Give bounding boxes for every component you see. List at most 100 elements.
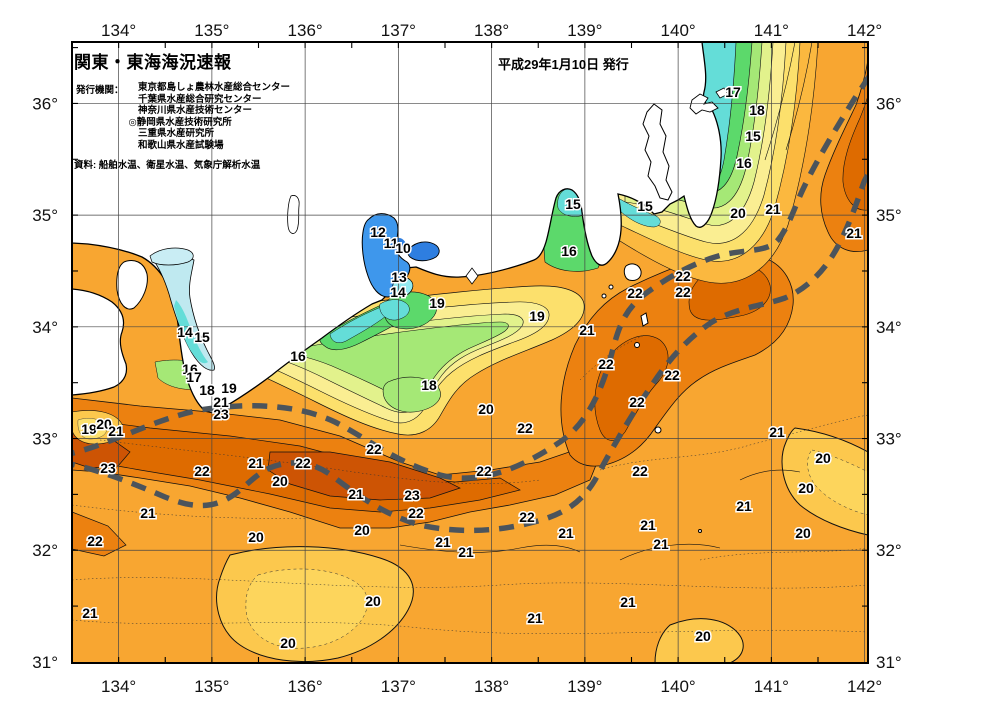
longitude-label-bottom: 134°	[101, 677, 136, 696]
mikawa-bay	[407, 241, 440, 262]
temp-label: 20	[815, 450, 831, 466]
temp-label: 20	[695, 628, 711, 644]
temp-label: 15	[565, 196, 581, 212]
temp-label: 21	[527, 610, 543, 626]
temp-label: 21	[653, 536, 669, 552]
agency-item: 千葉県水産総合研究センター	[138, 93, 262, 105]
offshore-cold-tongue-17	[382, 376, 441, 413]
longitude-label-bottom: 136°	[288, 677, 323, 696]
warm-band-20-southeast	[654, 618, 744, 663]
temp-label: 11	[384, 235, 399, 251]
temp-label: 21	[248, 455, 264, 471]
temp-label: 16	[290, 348, 306, 364]
temp-label: 15	[194, 329, 210, 345]
lake-biwa	[287, 195, 300, 234]
izu-islands	[601, 263, 702, 533]
temp-label: 22	[675, 284, 691, 300]
kozu-island	[634, 342, 640, 348]
awaji-island	[116, 260, 148, 310]
temp-label: 20	[354, 522, 370, 538]
temp-label: 22	[632, 463, 648, 479]
latitude-label-right: 35°	[876, 206, 902, 225]
warm-band-19-east	[807, 449, 868, 516]
oshima-island	[623, 263, 642, 281]
latitude-label-right: 33°	[876, 430, 902, 449]
temp-label: 22	[598, 356, 614, 372]
agency-item: 和歌山県水産試験場	[138, 139, 224, 151]
temp-label: 22	[87, 533, 103, 549]
longitude-label-top: 136°	[288, 21, 323, 40]
temp-label: 22	[295, 455, 311, 471]
temp-label: 20	[798, 480, 814, 496]
latitude-label-right: 34°	[876, 318, 902, 337]
temp-label: 20	[730, 205, 746, 221]
lake-hamana	[465, 267, 479, 285]
temp-label: 19	[429, 295, 445, 311]
temp-label: 21	[348, 486, 364, 502]
temp-label: 15	[637, 198, 653, 214]
frame-ticks	[72, 42, 868, 663]
temp-label: 21	[846, 225, 862, 241]
temp-label: 22	[519, 509, 535, 525]
temp-label: 16	[561, 243, 577, 259]
longitude-label-top: 138°	[474, 21, 509, 40]
temp-label: 19	[81, 421, 97, 437]
land-shikoku	[72, 288, 128, 396]
mikura-island	[654, 426, 662, 434]
temp-label: 20	[795, 525, 811, 541]
temp-label: 16	[182, 361, 198, 377]
ise-mouth-cyan	[379, 299, 410, 321]
longitude-label-bottom: 140°	[661, 677, 696, 696]
temp-label: 22	[366, 441, 382, 457]
temp-label: 20	[280, 635, 296, 651]
temp-label: 21	[213, 394, 229, 410]
lake-kasumigaura	[689, 93, 719, 115]
temp-label: 20	[272, 473, 288, 489]
longitude-label-top: 134°	[101, 21, 136, 40]
source-note: 資料: 船舶水温、衛星水温、気象庁解析水温	[74, 160, 261, 171]
temp-label: 12	[370, 224, 386, 240]
agency-item: 神奈川県水産技術センター	[138, 105, 253, 117]
temp-label: 20	[365, 593, 381, 609]
temp-label: 23	[100, 460, 116, 476]
temp-label: 21	[435, 534, 451, 550]
ise-mouth-channel	[392, 277, 414, 298]
temp-label: 21	[769, 424, 785, 440]
axis-labels: 134° 134° 135° 135° 136° 136° 137° 137° 138° 138°…	[32, 21, 901, 696]
temp-label: 21	[765, 201, 781, 217]
longitude-label-top: 139°	[567, 21, 602, 40]
temp-label: 22	[194, 463, 210, 479]
temp-label: 23	[404, 487, 420, 503]
latitude-label-left: 33°	[32, 430, 58, 449]
sagami-cyan-strip	[614, 197, 661, 228]
temp-label: 23	[213, 406, 229, 422]
kuroshio-axis	[72, 73, 868, 534]
longitude-label-top: 135°	[194, 21, 229, 40]
kuroshio-axis-secondary	[72, 167, 868, 534]
tokyo-bay	[642, 103, 673, 201]
latitude-label-left: 31°	[32, 653, 58, 672]
temp-label: 14	[390, 284, 406, 300]
longitude-label-bottom: 141°	[754, 677, 789, 696]
temp-label: 21	[640, 517, 656, 533]
kasumigaura-inlet	[715, 87, 729, 99]
longitude-label-top: 140°	[661, 21, 696, 40]
longitude-label-bottom: 138°	[474, 677, 509, 696]
agency-item: ◎静岡県水産技術研究所	[128, 116, 232, 128]
longitude-label-bottom: 139°	[567, 677, 602, 696]
small-island	[608, 284, 614, 290]
temp-label: 21	[558, 525, 574, 541]
temp-label: 17	[186, 369, 202, 385]
temp-label: 22	[627, 285, 643, 301]
latitude-label-right: 32°	[876, 541, 902, 560]
temp-label: 22	[675, 268, 691, 284]
meander-core-a	[594, 335, 669, 441]
longitude-label-top: 142°	[847, 21, 882, 40]
longitude-label-bottom: 135°	[194, 677, 229, 696]
temp-label: 17	[725, 84, 741, 100]
warm-band-19-south	[245, 568, 368, 649]
latitude-label-left: 32°	[32, 541, 58, 560]
